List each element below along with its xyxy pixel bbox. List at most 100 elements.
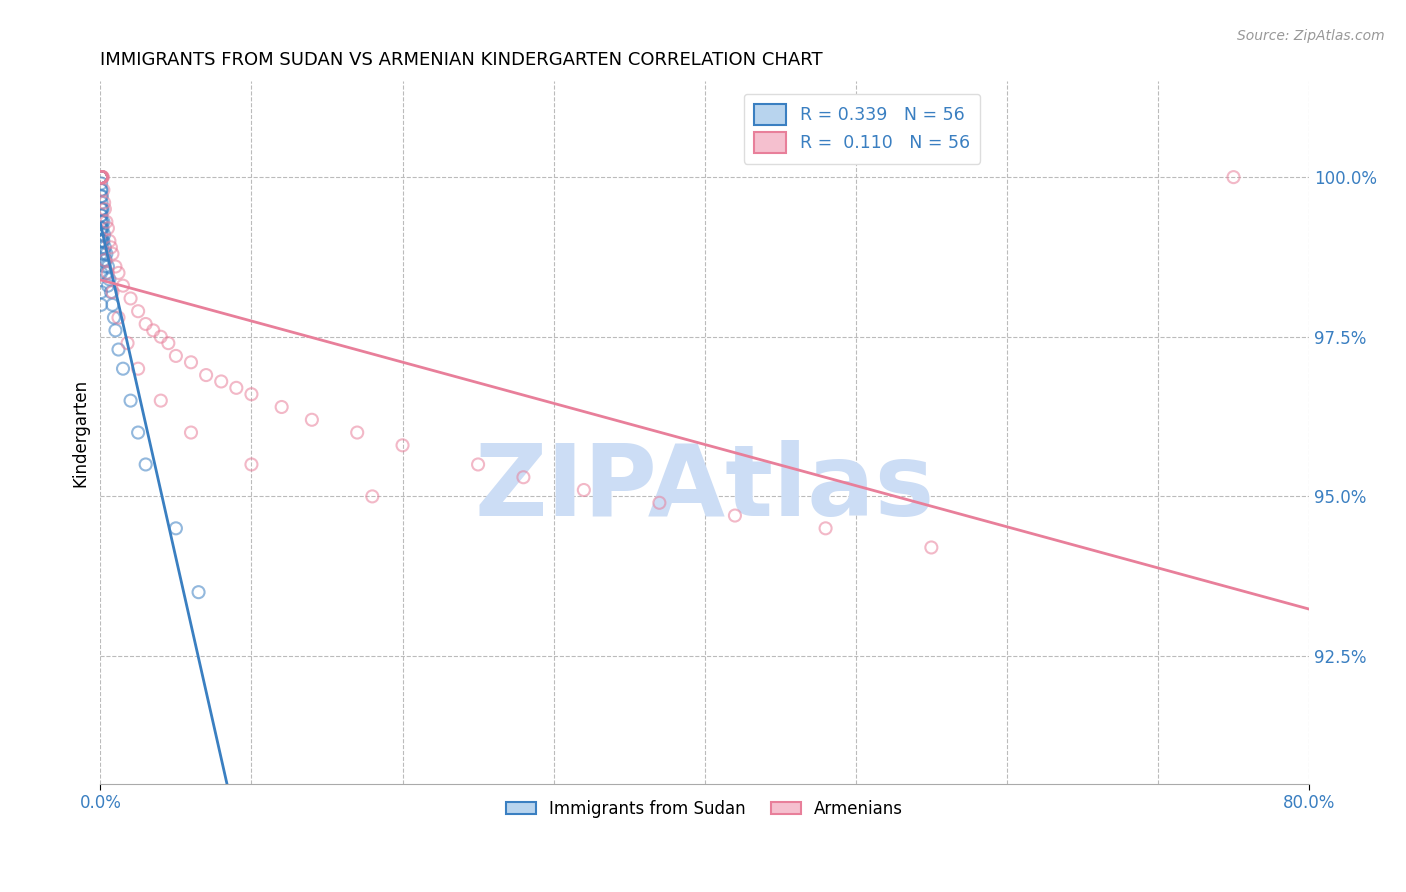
Point [90,170,112,185]
Point [90,221,112,235]
Point [97,260,120,274]
Point [225,381,247,395]
Point [90,189,112,203]
Point [149,330,172,344]
Point [91,221,114,235]
Point [93,183,115,197]
Point [91,170,114,185]
Point [104,260,127,274]
Point [96,215,118,229]
Point [90,170,112,185]
Point [90,285,112,299]
Point [127,304,149,318]
Point [90,170,112,185]
Point [91,234,114,248]
Point [90,266,112,280]
Point [93,195,115,210]
Point [120,292,142,306]
Point [90,189,112,203]
Point [90,221,112,235]
Point [90,209,112,223]
Point [94,253,117,268]
Legend: Immigrants from Sudan, Armenians: Immigrants from Sudan, Armenians [499,793,910,824]
Point [90,170,112,185]
Point [127,425,149,440]
Text: Source: ZipAtlas.com: Source: ZipAtlas.com [1237,29,1385,43]
Point [107,343,129,357]
Point [90,170,112,185]
Point [165,521,187,535]
Point [1222,170,1244,185]
Point [157,336,180,351]
Point [814,521,837,535]
Point [187,585,209,599]
Point [101,285,124,299]
Point [135,458,157,472]
Point [467,458,489,472]
Point [90,170,112,185]
Point [648,496,671,510]
Point [101,246,124,260]
Point [90,170,112,185]
Point [93,227,115,242]
Point [90,170,112,185]
Point [149,393,172,408]
Point [165,349,187,363]
Point [104,323,127,337]
Point [209,375,232,389]
Point [111,278,134,293]
Point [135,317,157,331]
Point [94,260,117,274]
Point [90,183,112,197]
Point [96,246,118,260]
Point [920,541,942,555]
Point [90,240,112,254]
Point [90,227,112,242]
Point [240,458,263,472]
Point [98,234,121,248]
Point [93,234,115,248]
Point [90,170,112,185]
Point [94,240,117,254]
Point [93,253,115,268]
Point [107,310,129,325]
Point [90,215,112,229]
Point [127,361,149,376]
Point [120,393,142,408]
Point [195,368,218,382]
Point [90,177,112,191]
Point [90,170,112,185]
Point [97,221,120,235]
Point [117,336,139,351]
Point [94,253,117,268]
Point [90,234,112,248]
Point [111,361,134,376]
Point [91,170,114,185]
Point [100,240,122,254]
Point [180,425,202,440]
Point [93,215,115,229]
Point [512,470,534,484]
Point [90,195,112,210]
Point [270,400,292,414]
Point [180,355,202,369]
Point [90,170,112,185]
Point [97,266,120,280]
Point [100,285,122,299]
Point [103,310,125,325]
Text: IMMIGRANTS FROM SUDAN VS ARMENIAN KINDERGARTEN CORRELATION CHART: IMMIGRANTS FROM SUDAN VS ARMENIAN KINDER… [100,51,823,69]
Point [90,246,112,260]
Point [98,272,121,286]
Point [96,266,118,280]
Point [90,170,112,185]
Point [90,170,112,185]
Point [101,298,124,312]
Point [240,387,263,401]
Point [90,215,112,229]
Point [93,246,115,260]
Point [391,438,413,452]
Point [724,508,747,523]
Point [361,489,384,503]
Point [90,170,112,185]
Point [91,202,114,216]
